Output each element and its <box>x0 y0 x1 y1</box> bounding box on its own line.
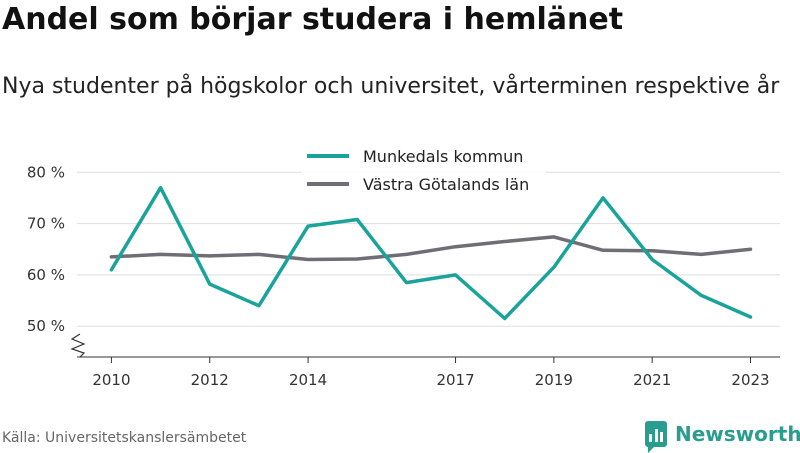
series-lines <box>109 185 753 321</box>
legend-label: Västra Götalands län <box>363 175 529 194</box>
legend-label: Munkedals kommun <box>363 147 523 166</box>
series-line <box>109 185 753 321</box>
x-tick-label: 2010 <box>92 371 130 389</box>
axis-break-icon <box>70 333 86 358</box>
x-tick-label: 2012 <box>191 371 229 389</box>
series-line <box>109 235 753 262</box>
x-tick-label: 2017 <box>436 371 474 389</box>
chart-subtitle: Nya studenter på högskolor och universit… <box>2 74 780 99</box>
bar-chart-icon <box>645 421 667 453</box>
x-tick-label: 2014 <box>289 371 327 389</box>
source-note: Källa: Universitetskanslersämbetet <box>2 430 247 446</box>
brand-name: Newsworthy <box>675 422 800 446</box>
chart-title: Andel som börjar studera i hemlänet <box>2 2 624 37</box>
x-tick-label: 2019 <box>535 371 573 389</box>
y-tick-label: 60 % <box>27 266 65 284</box>
legend: Munkedals kommun Västra Götalands län <box>301 142 546 200</box>
brand-logo: Newsworthy <box>645 420 800 453</box>
y-tick-label: 70 % <box>27 215 65 233</box>
axes: 50 % 60 % 70 % 80 % 2010 2012 2014 2017 2019 2021… <box>27 163 780 389</box>
x-tick-label: 2021 <box>633 371 671 389</box>
x-tick-label: 2023 <box>731 371 769 389</box>
y-tick-label: 80 % <box>27 163 65 181</box>
legend-box <box>301 142 546 200</box>
y-tick-label: 50 % <box>27 317 65 335</box>
